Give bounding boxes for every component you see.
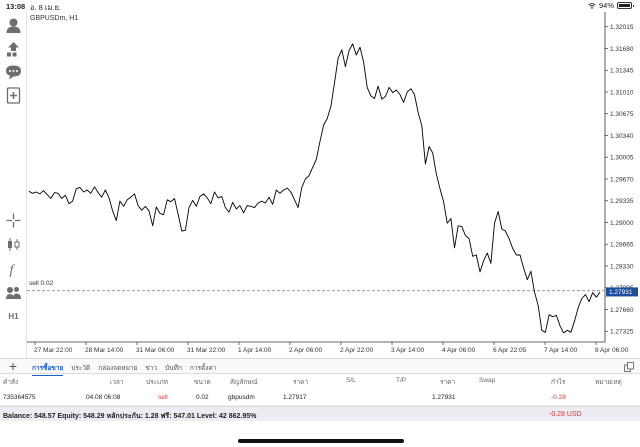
- header-sl[interactable]: S/L: [346, 377, 356, 384]
- x-tick-label: 27 Mar 22:00: [34, 347, 73, 354]
- price-line: [28, 43, 601, 334]
- header-profit[interactable]: กำไร: [551, 379, 566, 386]
- account-icon[interactable]: [5, 17, 22, 34]
- account-summary-bar: Balance: 548.57 Equity: 548.29 หลักประกั…: [0, 406, 640, 421]
- chart-symbol-title: GBPUSDm, H1: [30, 15, 79, 22]
- x-tick-label: 3 Apr 14:00: [391, 347, 425, 354]
- order-ticket: 735364575: [3, 394, 36, 401]
- indicator-icon[interactable]: f: [5, 260, 22, 278]
- y-tick-label: 1.29670: [610, 176, 634, 183]
- total-profit-value: -0.28: [549, 411, 565, 418]
- current-price-label: 1.27931: [609, 289, 633, 296]
- add-document-icon[interactable]: [5, 87, 22, 104]
- order-symbol: gbpusdm: [228, 394, 255, 401]
- header-current-price[interactable]: ราคา: [440, 379, 456, 386]
- y-tick-label: 1.30340: [610, 133, 634, 140]
- header-time[interactable]: เวลา: [110, 379, 124, 386]
- header-order[interactable]: คำสั่ง: [3, 379, 19, 386]
- status-date: อ. 8 เม.ย.: [30, 3, 61, 12]
- x-tick-label: 31 Mar 06:00: [136, 347, 175, 354]
- order-open-price: 1.27917: [283, 394, 307, 401]
- x-tick-label: 6 Apr 22:05: [493, 347, 527, 354]
- total-profit-currency: USD: [566, 411, 582, 418]
- crosshair-icon[interactable]: [5, 212, 22, 229]
- tab-1[interactable]: ประวัติ: [71, 365, 91, 372]
- y-tick-label: 1.29000: [610, 220, 634, 227]
- header-type[interactable]: ประเภท: [146, 379, 168, 386]
- status-time: 13:08: [6, 2, 26, 11]
- tab-4[interactable]: บันทึก: [165, 365, 182, 372]
- tab-5[interactable]: การตั้งค่า: [189, 365, 217, 372]
- x-tick-label: 8 Apr 06:00: [595, 347, 629, 354]
- order-type: sell: [158, 394, 168, 401]
- x-tick-label: 28 Mar 14:00: [85, 347, 124, 354]
- order-profit: -0.28: [551, 394, 566, 401]
- order-time: 04.08 06:08: [86, 394, 121, 401]
- y-tick-label: 1.29335: [610, 198, 634, 205]
- total-profit: -0.28 USD: [549, 411, 582, 418]
- y-tick-label: 1.30005: [610, 155, 634, 162]
- header-comment[interactable]: หมายเหตุ: [595, 379, 622, 386]
- y-tick-label: 1.28330: [610, 263, 634, 270]
- current-price-badge: [606, 287, 638, 297]
- timeframe-button[interactable]: H1: [8, 312, 19, 321]
- wifi-icon: [588, 2, 596, 9]
- chart-toolbar: f H1: [0, 12, 27, 358]
- tab-2[interactable]: กล่องจดหมาย: [98, 365, 138, 372]
- chat-icon[interactable]: [5, 64, 22, 81]
- y-tick-label: 1.27325: [610, 329, 634, 336]
- x-tick-label: 2 Apr 22:00: [340, 347, 374, 354]
- toolbox-tabs: การซื้อขาย ประวัติ กล่องจดหมาย ข่าว บันทึก กา…: [32, 363, 216, 376]
- account-summary-text: Balance: 548.57 Equity: 548.29 หลักประกั…: [3, 413, 257, 420]
- add-order-button[interactable]: +: [8, 358, 18, 374]
- battery-fill: [619, 4, 631, 7]
- trade-icon[interactable]: [5, 41, 22, 58]
- tab-0[interactable]: การซื้อขาย: [32, 363, 64, 376]
- tab-3[interactable]: ข่าว: [145, 365, 158, 372]
- y-tick-label: 1.32015: [610, 24, 634, 31]
- y-tick-label: 1.31345: [610, 68, 634, 75]
- candles-icon[interactable]: [5, 236, 22, 253]
- battery-icon: [617, 2, 634, 9]
- chart-canvas[interactable]: 1.32015 1.31680 1.31345 1.31010 1.30675 1.303…: [27, 12, 640, 358]
- home-indicator[interactable]: [238, 439, 404, 443]
- y-tick-label: 1.31010: [610, 89, 634, 96]
- y-tick-label: 1.27660: [610, 307, 634, 314]
- order-volume: 0.02: [196, 394, 209, 401]
- objects-icon[interactable]: [5, 284, 22, 301]
- header-tp[interactable]: T/P: [396, 377, 407, 384]
- y-tick-label: 1.30675: [610, 111, 634, 118]
- battery-percent: 94%: [598, 1, 614, 10]
- x-tick-label: 1 Apr 14:00: [238, 347, 272, 354]
- header-open-price[interactable]: ราคา: [293, 379, 309, 386]
- order-line-label[interactable]: sell 0.02: [29, 280, 54, 287]
- x-tick-label: 2 Apr 06:00: [289, 347, 323, 354]
- table-row[interactable]: [0, 389, 640, 406]
- x-tick-label: 31 Mar 22:00: [187, 347, 226, 354]
- status-indicators: 94%: [588, 1, 634, 10]
- price-chart[interactable]: 1.32015 1.31680 1.31345 1.31010 1.30675 1.303…: [27, 12, 640, 358]
- y-tick-label: 1.28665: [610, 242, 634, 249]
- y-tick-label: 1.31680: [610, 46, 634, 53]
- panel-toggle-icon[interactable]: [624, 362, 634, 372]
- status-bar: 13:08 อ. 8 เม.ย. 94%: [0, 0, 640, 12]
- order-current-price: 1.27931: [432, 394, 456, 401]
- svg-text:f: f: [10, 263, 16, 277]
- header-swap[interactable]: Swap: [479, 377, 496, 384]
- header-symbol[interactable]: สัญลักษณ์: [230, 379, 258, 386]
- x-tick-label: 7 Apr 14:00: [544, 347, 578, 354]
- x-tick-label: 4 Apr 06:00: [442, 347, 476, 354]
- header-volume[interactable]: ขนาด: [194, 379, 211, 386]
- toolbox-tabs-bar: + การซื้อขาย ประวัติ กล่องจดหมาย ข่าว บันทึก…: [0, 358, 640, 376]
